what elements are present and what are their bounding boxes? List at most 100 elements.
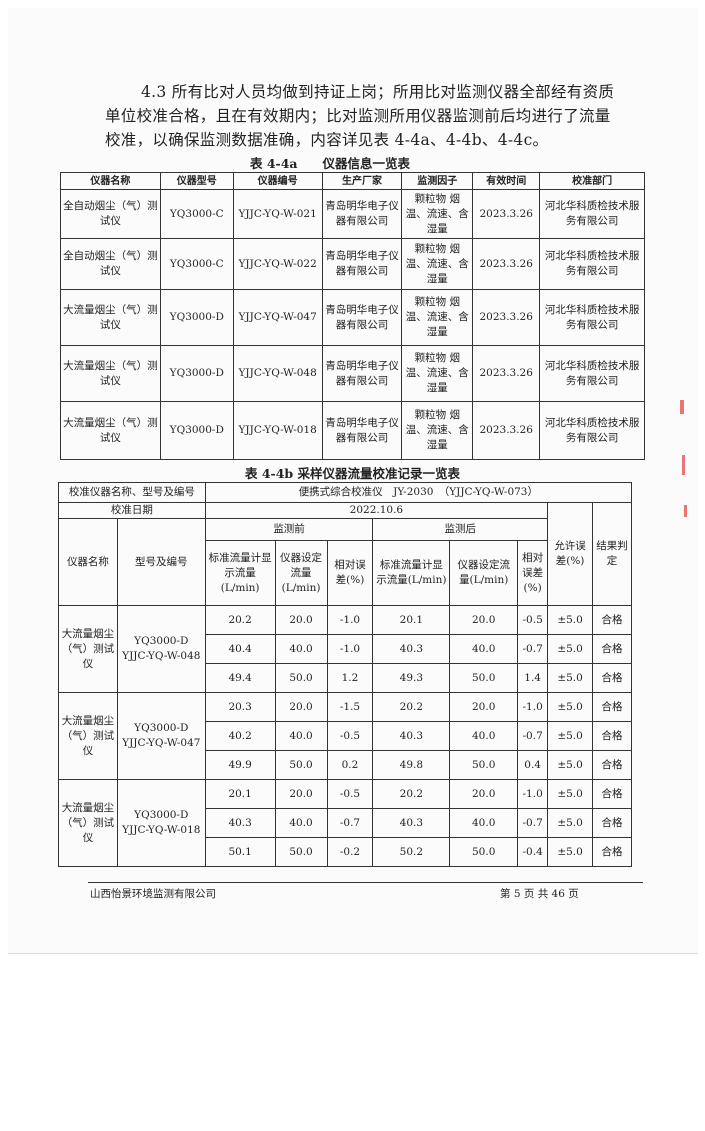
table-cell: 20.1: [204, 779, 276, 809]
table-cell: 合格: [592, 721, 632, 751]
model-header: 型号及编号: [116, 518, 206, 606]
stamp-bleed-mark: [682, 455, 685, 475]
table-cell: 颗粒物 烟温、流速、含湿量: [401, 401, 474, 460]
table-cell: 河北华科质检技术服务有限公司: [539, 401, 645, 460]
std-flow-header-after: 标准流量计显示流量(L/min): [372, 540, 451, 606]
table-cell: 大流量烟尘（气）测试仪: [60, 289, 161, 346]
table-cell: 49.9: [204, 750, 276, 780]
table-cell: 河北华科质检技术服务有限公司: [539, 238, 645, 290]
flow-calibration-table: 校准仪器名称、型号及编号 便携式综合校准仪 JY-2030 （YJJC-YQ-W…: [58, 482, 633, 867]
table-row: 40.2 40.0 -0.5 40.3 40.0 -0.7 ±5.0 合格: [59, 721, 632, 751]
footer-company: 山西怡景环境监测有限公司: [90, 888, 216, 900]
table-cell: 颗粒物 烟温、流速、含湿量: [401, 345, 474, 402]
table-cell: 大流量烟尘（气）测试仪: [60, 345, 161, 402]
table-cell: YJJC-YQ-W-047: [232, 289, 323, 346]
table-cell: YQ3000-D: [159, 289, 234, 346]
table-cell: YQ3000-C: [159, 238, 234, 290]
table-cell: 20.2: [372, 692, 451, 722]
table-cell: 40.2: [204, 721, 276, 751]
table-cell: 40.3: [372, 721, 451, 751]
table-a-header: 生产厂家: [321, 172, 403, 190]
table-cell: -0.7: [517, 721, 549, 751]
before-header: 监测前: [204, 518, 374, 541]
table-row: 40.3 40.0 -0.7 40.3 40.0 -0.7 ±5.0 合格: [59, 808, 632, 838]
table-cell: ±5.0: [547, 634, 594, 664]
table-cell: 青岛明华电子仪器有限公司: [321, 238, 403, 290]
table-cell: 大流量烟尘（气）测试仪: [60, 401, 161, 460]
table-row: 49.9 50.0 0.2 49.8 50.0 0.4 ±5.0 合格: [59, 750, 632, 780]
instrument-name: 大流量烟尘（气）测试仪: [58, 605, 118, 693]
table-cell: ±5.0: [547, 663, 594, 693]
table-cell: 40.0: [449, 808, 519, 838]
table-cell: YJJC-YQ-W-048: [232, 345, 323, 402]
table-cell: 20.2: [204, 605, 276, 635]
table-cell: 20.0: [274, 692, 328, 722]
table-cell: ±5.0: [547, 837, 594, 867]
table-cell: 颗粒物 烟温、流速、含湿量: [401, 289, 474, 346]
table-cell: 青岛明华电子仪器有限公司: [321, 401, 403, 460]
table-a-header: 仪器名称: [60, 172, 161, 190]
table-cell: 合格: [592, 750, 632, 780]
table-cell: 20.0: [449, 779, 519, 809]
table-cell: 49.8: [372, 750, 451, 780]
table-cell: 20.1: [372, 605, 451, 635]
table-cell: ±5.0: [547, 605, 594, 635]
table-cell: 50.0: [449, 750, 519, 780]
table-cell: 2023.3.26: [472, 238, 541, 290]
table-cell: -0.5: [517, 605, 549, 635]
table-cell: 河北华科质检技术服务有限公司: [539, 345, 645, 402]
table-row: 大流量烟尘（气）测试仪 YQ3000-D YJJC-YQ-W-048 20.2 20.…: [58, 605, 632, 693]
name-header: 仪器名称: [58, 518, 118, 606]
table-row: 全自动烟尘（气）测试仪 YQ3000-C YJJC-YQ-W-022 青岛明华电子仪器…: [60, 238, 645, 290]
rel-error-header-after: 相对误差(%): [517, 540, 549, 606]
table-cell: 合格: [592, 663, 632, 693]
table-cell: 2023.3.26: [472, 289, 541, 346]
table-cell: 40.4: [204, 634, 276, 664]
table-cell: 20.0: [274, 605, 328, 635]
table-a-header: 仪器编号: [232, 172, 323, 190]
instrument-model: YQ3000-D YJJC-YQ-W-018: [116, 779, 206, 867]
table-cell: ±5.0: [547, 750, 594, 780]
table-cell: 20.0: [449, 605, 519, 635]
table-cell: 2023.3.26: [472, 189, 541, 239]
footer-rule: [88, 882, 643, 883]
table-cell: 50.1: [204, 837, 276, 867]
table-cell: 50.0: [449, 837, 519, 867]
table-cell: YJJC-YQ-W-021: [232, 189, 323, 239]
table-cell: 40.0: [274, 808, 328, 838]
table-cell: -1.0: [517, 779, 549, 809]
table-cell: -0.7: [517, 634, 549, 664]
table-cell: 合格: [592, 692, 632, 722]
table-cell: -0.5: [326, 779, 374, 809]
table-cell: 20.0: [274, 779, 328, 809]
table-cell: 青岛明华电子仪器有限公司: [321, 289, 403, 346]
table-cell: 40.3: [204, 808, 276, 838]
table-cell: 颗粒物 烟温、流速、含湿量: [401, 189, 474, 239]
table-cell: 青岛明华电子仪器有限公司: [321, 189, 403, 239]
table-cell: 20.3: [204, 692, 276, 722]
table-cell: 2023.3.26: [472, 345, 541, 402]
table-cell: -0.5: [326, 721, 374, 751]
table-cell: 40.0: [274, 634, 328, 664]
table-cell: -1.0: [326, 634, 374, 664]
table-cell: 河北华科质检技术服务有限公司: [539, 289, 645, 346]
set-flow-header-after: 仪器设定流量(L/min): [449, 540, 519, 606]
instrument-model: YQ3000-D YJJC-YQ-W-047: [116, 692, 206, 780]
table-cell: YJJC-YQ-W-018: [232, 401, 323, 460]
table-a-caption: 表 4-4a 仪器信息一览表: [250, 156, 411, 171]
stamp-bleed-mark: [680, 400, 684, 414]
table-cell: 40.3: [372, 634, 451, 664]
table-cell: 1.2: [326, 663, 374, 693]
table-row: 大流量烟尘（气）测试仪 YQ3000-D YJJC-YQ-W-047 青岛明华电子仪器…: [60, 289, 645, 346]
calibrator-value: 便携式综合校准仪 JY-2030 （YJJC-YQ-W-073）: [204, 482, 633, 503]
table-cell: 50.2: [372, 837, 451, 867]
table-cell: 49.3: [372, 663, 451, 693]
instrument-name: 大流量烟尘（气）测试仪: [58, 779, 118, 867]
after-header: 监测后: [372, 518, 549, 541]
table-cell: 合格: [592, 837, 632, 867]
table-cell: ±5.0: [547, 692, 594, 722]
table-b-caption: 表 4-4b 采样仪器流量校准记录一览表: [245, 466, 461, 481]
table-cell: ±5.0: [547, 721, 594, 751]
instrument-model: YQ3000-D YJJC-YQ-W-048: [116, 605, 206, 693]
table-a-header: 监测因子: [401, 172, 474, 190]
